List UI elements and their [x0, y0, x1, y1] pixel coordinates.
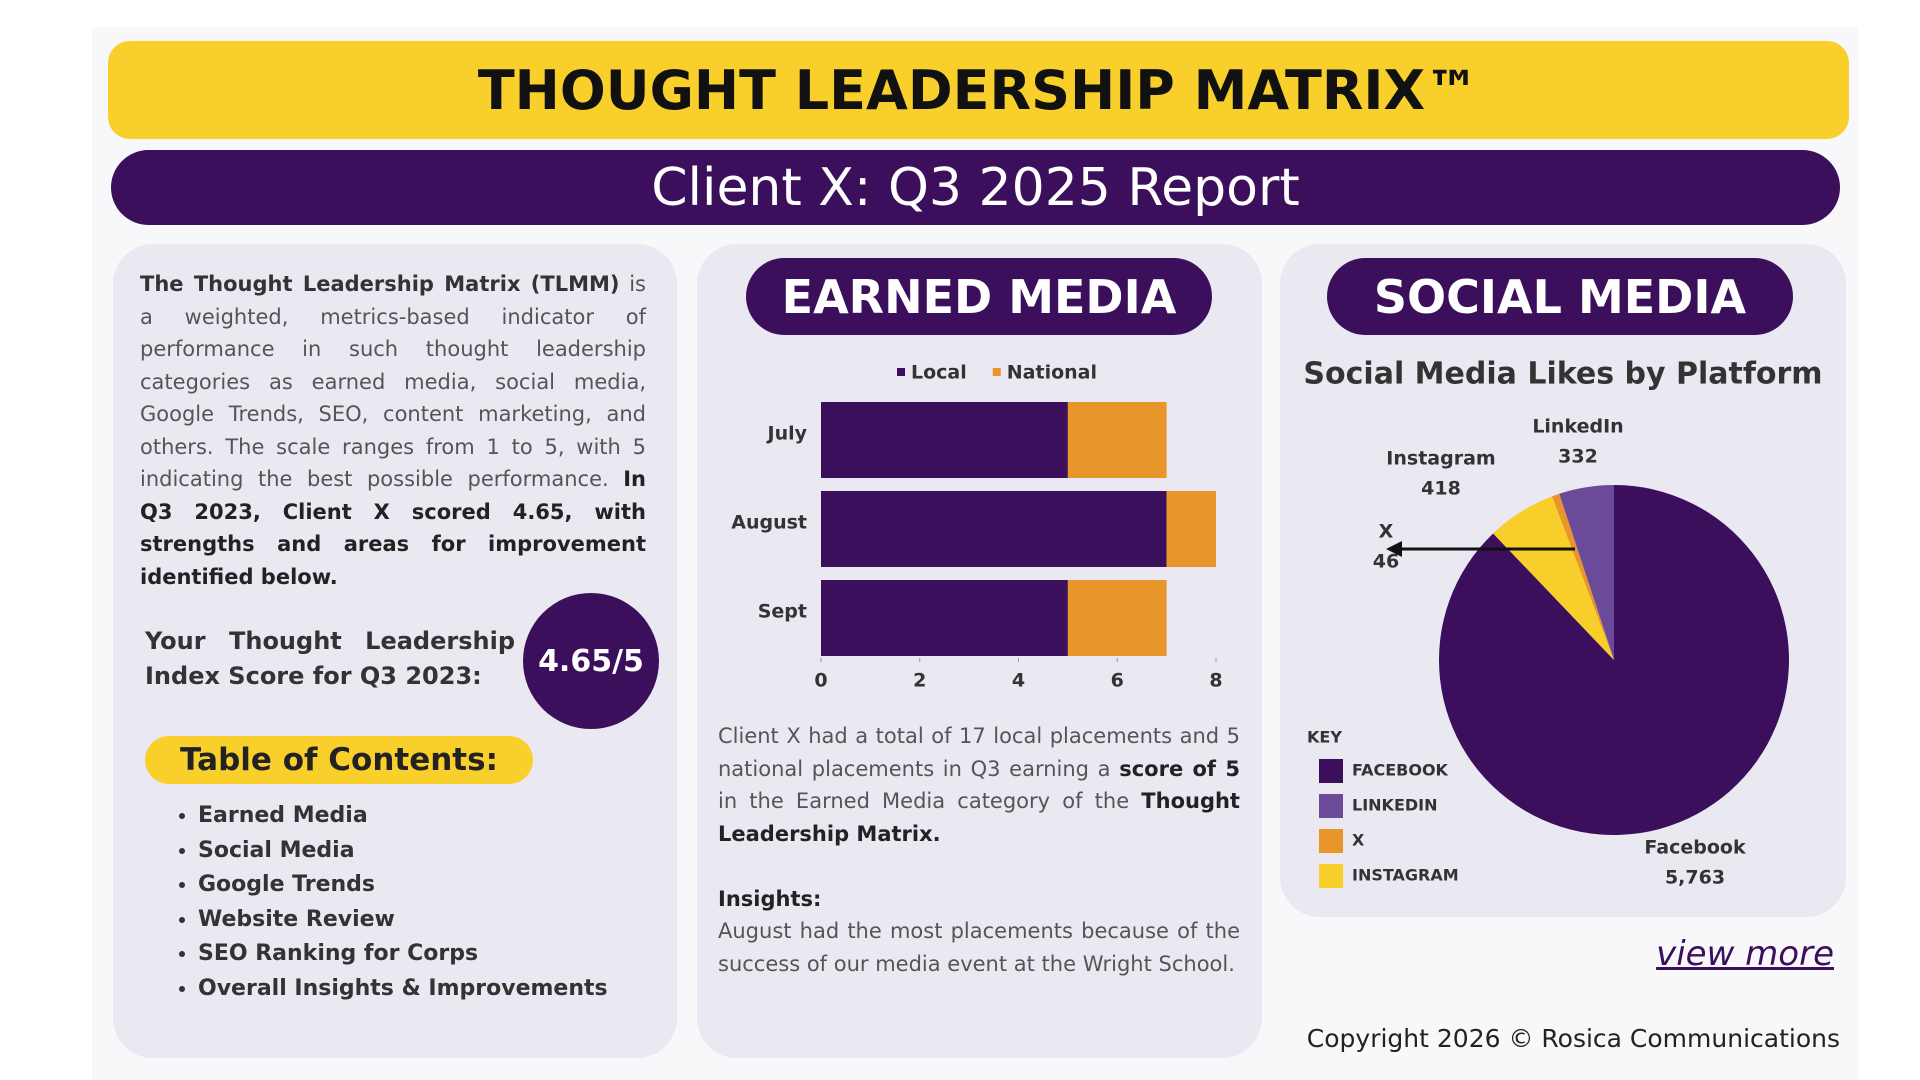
social-chart: Social Media Likes by Platform Facebook 5,… [1303, 357, 1822, 889]
social-heading: SOCIAL MEDIA [1373, 269, 1747, 324]
x-tick-label: 2 [913, 670, 926, 692]
slice-value: 418 [1421, 478, 1461, 500]
intro: The Thought Leadership Matrix (TLMM) is … [140, 268, 646, 593]
x-tick-label: 4 [1012, 670, 1025, 692]
summary-bold: score of 5 [1119, 756, 1240, 781]
bar [1067, 402, 1167, 478]
slice-value: 332 [1558, 446, 1598, 468]
legend-label: Facebook [1352, 761, 1449, 780]
summary-text: in the Earned Media category of the [718, 789, 1130, 813]
pie-slice [1552, 493, 1614, 660]
toc-item: Overall Insights & Improvements [198, 972, 608, 1007]
subtitle-banner: Client X: Q3 2025 Report [111, 150, 1840, 225]
toc-item: Earned Media [198, 799, 608, 834]
slice-name: LinkedIn [1532, 416, 1623, 438]
pie-slice [1559, 485, 1614, 660]
social-heading-pill: SOCIAL MEDIA [1327, 258, 1793, 335]
intro-heading: The Thought Leadership Matrix (TLMM) [140, 272, 620, 296]
copyright: Copyright 2026 © Rosica Communications [1306, 1024, 1840, 1053]
bar [1067, 580, 1167, 656]
x-tick-label: 8 [1209, 670, 1222, 692]
title: THOUGHT LEADERSHIP MATRIX™ [477, 58, 1480, 122]
earned-chart: Local National July August Sept 0 2 4 6 8 [731, 362, 1222, 692]
legend-title: KEY [1307, 728, 1342, 747]
slice-name: Facebook [1644, 837, 1746, 859]
arrow-head [1386, 541, 1402, 557]
insights: August had the most placements because o… [718, 919, 1240, 976]
legend-label: Local [911, 362, 967, 384]
intro-highlight: In Q3 2023, Client X scored 4.65, with s… [140, 467, 646, 589]
bar [1166, 491, 1216, 567]
y-tick-label: August [731, 512, 807, 534]
legend-label: National [1007, 362, 1097, 384]
bar [821, 491, 1167, 567]
slice-name: X [1379, 521, 1394, 543]
toc-list: Earned MediaSocial MediaGoogle TrendsWeb… [170, 799, 608, 1006]
toc-item: Social Media [198, 834, 608, 869]
legend-swatch [1319, 864, 1343, 888]
y-tick-label: July [766, 423, 808, 445]
toc-item: Google Trends [198, 868, 608, 903]
toc-title: Table of Contents: [180, 742, 498, 778]
score-label: Your Thought Leadership Index Score for … [145, 627, 515, 690]
slice-value: 46 [1373, 551, 1399, 573]
insights-title: Insights: [718, 886, 822, 911]
score-circle: 4.65/5 [523, 593, 659, 729]
intro-body: is a weighted, metrics-based indicator o… [140, 272, 646, 491]
earned-heading: EARNED MEDIA [781, 269, 1177, 324]
toc-title-pill: Table of Contents: [145, 736, 533, 784]
legend-label: LinkedIn [1352, 796, 1438, 815]
legend-swatch [1319, 829, 1343, 853]
earned-summary: Client X had a total of 17 local placeme… [718, 720, 1240, 980]
summary-bold: Thought Leadership Matrix. [718, 789, 1240, 846]
title-banner: THOUGHT LEADERSHIP MATRIX™ [108, 41, 1849, 139]
pie-slice [1493, 496, 1614, 660]
x-tick-label: 0 [814, 670, 827, 692]
subtitle: Client X: Q3 2025 Report [651, 157, 1300, 218]
slice-value: 5,763 [1665, 867, 1725, 889]
legend-swatch [1319, 794, 1343, 818]
legend-label: X [1352, 831, 1365, 850]
legend-label: Instagram [1352, 866, 1459, 885]
earned-heading-pill: EARNED MEDIA [746, 258, 1212, 335]
toc-item: Website Review [198, 903, 608, 938]
view-more-link[interactable]: view more [1656, 934, 1834, 974]
toc-item: SEO Ranking for Corps [198, 937, 608, 972]
slice-name: Instagram [1386, 448, 1495, 470]
pie-slice [1439, 485, 1789, 836]
legend-swatch [1319, 759, 1343, 783]
legend-swatch [897, 368, 905, 376]
bar [821, 402, 1068, 478]
y-tick-label: Sept [758, 601, 807, 623]
bar [821, 580, 1068, 656]
score: 4.65/5 [538, 643, 644, 679]
summary-text: Client X had a total of 17 local placeme… [718, 724, 1240, 781]
legend-swatch [992, 368, 1001, 376]
x-tick-label: 6 [1111, 670, 1124, 692]
chart-title: Social Media Likes by Platform [1303, 357, 1822, 392]
